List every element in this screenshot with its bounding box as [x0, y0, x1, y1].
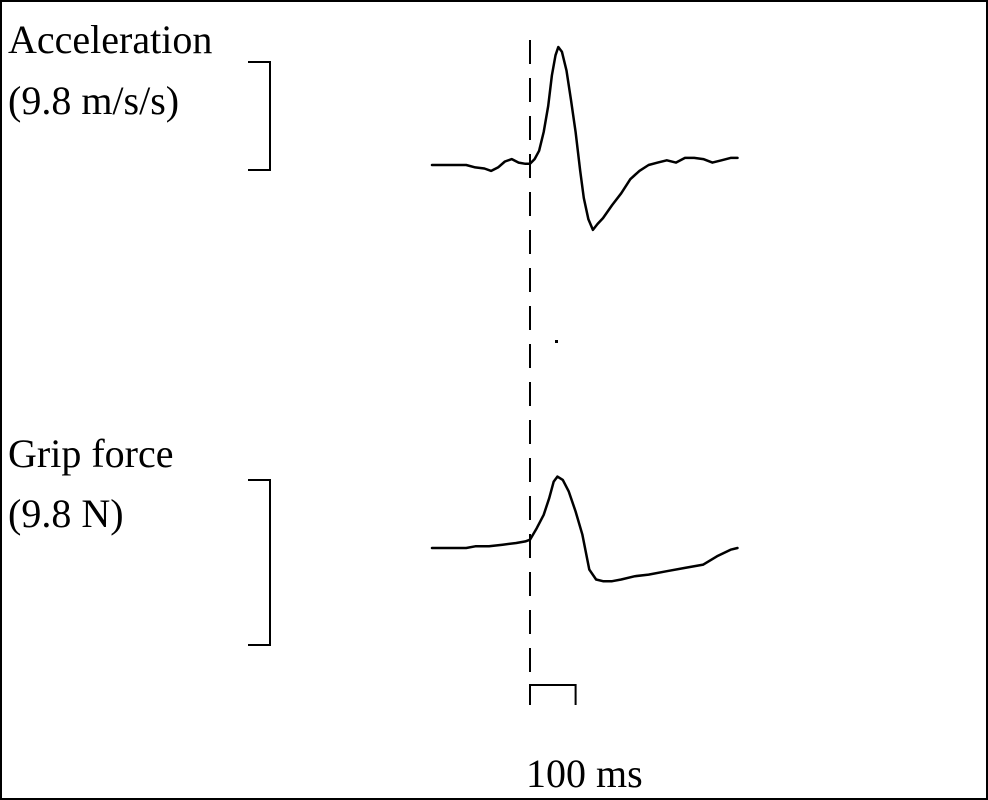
time-scale-label: 100 ms — [526, 751, 643, 796]
stray-dot — [555, 340, 558, 343]
time-scale-bar — [529, 684, 577, 705]
acceleration-scale-bar — [248, 61, 271, 171]
grip-force-trace — [430, 475, 739, 583]
acceleration-trace — [430, 45, 739, 232]
acceleration-label-line2: (9.8 m/s/s) — [8, 78, 179, 123]
grip-force-scale-bar — [248, 479, 271, 646]
acceleration-label-line1: Acceleration — [8, 17, 212, 62]
grip-force-label-line2: (9.8 N) — [8, 491, 124, 536]
grip-force-label-line1: Grip force — [8, 431, 173, 476]
